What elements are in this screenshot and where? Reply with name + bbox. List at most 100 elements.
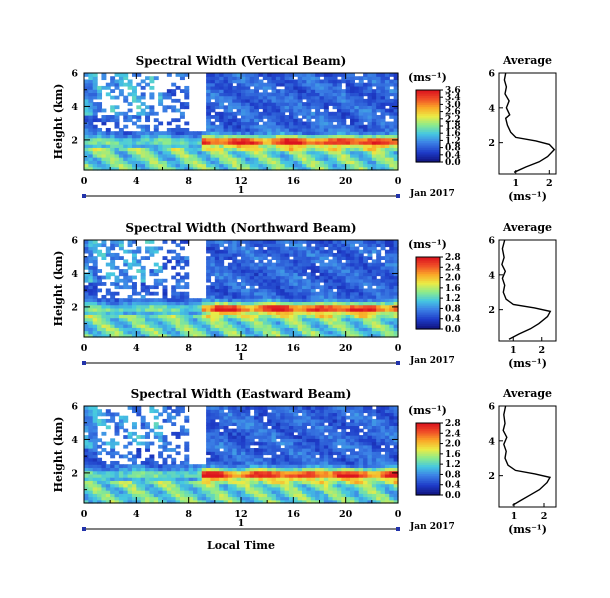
heatmap-cell [275, 477, 281, 481]
heatmap-cell [363, 307, 369, 312]
heatmap-cell [158, 150, 164, 155]
heatmap-cell [354, 317, 360, 322]
heatmap-cell [354, 157, 360, 161]
heatmap-cell [350, 288, 355, 293]
heatmap-cell [358, 262, 364, 267]
heatmap-cell [245, 102, 251, 106]
heatmap-cell [271, 425, 277, 430]
heatmap-cell [210, 314, 216, 319]
heatmap-cell [118, 320, 124, 325]
heatmap-cell [336, 124, 342, 129]
heatmap-cell [232, 324, 238, 328]
heatmap-cell [306, 160, 312, 165]
colorbar-tick-label: 2.4 [445, 263, 461, 273]
heatmap-cell [232, 256, 238, 260]
heatmap-cell [131, 304, 137, 309]
heatmap-cell [371, 102, 377, 106]
heatmap-cell [310, 137, 316, 142]
heatmap-cell [118, 415, 124, 420]
heatmap-cell [179, 480, 185, 485]
heatmap-cell [214, 441, 220, 446]
heatmap-cell [105, 118, 111, 123]
heatmap-cell [341, 131, 347, 136]
heatmap-cell [306, 137, 312, 142]
heatmap-cell [341, 282, 347, 286]
heatmap-cell [319, 73, 325, 77]
heatmap-cell [332, 134, 338, 139]
heatmap-cell [193, 307, 198, 312]
heatmap-cell [249, 454, 255, 459]
heatmap-cell [210, 448, 216, 452]
heatmap-cell [280, 480, 286, 485]
heatmap-cell [210, 422, 216, 426]
heatmap-cell [219, 249, 225, 254]
heatmap-cell [193, 301, 198, 306]
heatmap-cell [131, 301, 137, 306]
heatmap-cell [179, 327, 185, 332]
heatmap-cell [140, 441, 146, 446]
heatmap-cell [262, 102, 268, 106]
heatmap-cell [358, 298, 364, 303]
heatmap-cell [241, 137, 246, 142]
heatmap-cell [214, 79, 220, 84]
heatmap-cell [153, 153, 159, 158]
heatmap-cell [297, 166, 303, 171]
heatmap-cell [358, 102, 364, 106]
heatmap-cell [105, 140, 111, 145]
heatmap-cell [232, 291, 238, 296]
heatmap-cell [97, 467, 103, 472]
heatmap-cell [179, 160, 185, 165]
heatmap-cell [258, 160, 264, 165]
heatmap-cell [92, 330, 98, 335]
heatmap-cell [332, 275, 338, 280]
heatmap-cell [367, 118, 373, 123]
heatmap-cell [188, 166, 194, 171]
heatmap-cell [110, 460, 116, 465]
heatmap-cell [232, 160, 238, 165]
heatmap-cell [358, 85, 364, 90]
heatmap-cell [315, 324, 321, 328]
heatmap-cell [219, 460, 225, 465]
heatmap-cell [354, 150, 360, 155]
heatmap-cell [384, 76, 390, 81]
heatmap-cell [258, 246, 264, 251]
heatmap-cell [127, 314, 133, 319]
heatmap-cell [136, 291, 142, 296]
heatmap-cell [332, 92, 338, 97]
heatmap-cell [354, 256, 360, 260]
heatmap-cell [127, 333, 133, 338]
heatmap-cell [332, 124, 338, 129]
heatmap-cell [371, 98, 377, 103]
heatmap-cell [158, 163, 164, 168]
heatmap-cell [219, 134, 225, 139]
heatmap-cell [262, 422, 268, 426]
heatmap-cell [179, 291, 185, 296]
heatmap-cell [258, 317, 264, 322]
heatmap-cell [306, 317, 312, 322]
heatmap-cell [288, 82, 294, 87]
heatmap-cell [245, 496, 251, 501]
heatmap-cell [206, 124, 212, 129]
heatmap-cell [280, 470, 286, 475]
heatmap-cell [245, 275, 251, 280]
heatmap-cell [114, 144, 120, 148]
heatmap-cell [206, 406, 212, 410]
heatmap-cell [219, 333, 225, 338]
heatmap-cell [271, 486, 277, 491]
heatmap-cell [166, 105, 172, 110]
heatmap-cell [118, 454, 124, 459]
heatmap-cell [254, 121, 260, 126]
heatmap-cell [227, 89, 233, 93]
heatmap-cell [288, 285, 294, 290]
heatmap-cell [105, 115, 111, 119]
heatmap-cell [328, 278, 334, 283]
heatmap-cell [302, 102, 308, 106]
heatmap-cell [127, 470, 133, 475]
heatmap-cell [354, 278, 360, 283]
heatmap-cell [162, 304, 168, 309]
heatmap-cell [336, 102, 342, 106]
heatmap-cell [245, 448, 251, 452]
heatmap-cell [258, 282, 264, 286]
heatmap-cell [206, 272, 212, 277]
heatmap-cell [145, 153, 151, 158]
